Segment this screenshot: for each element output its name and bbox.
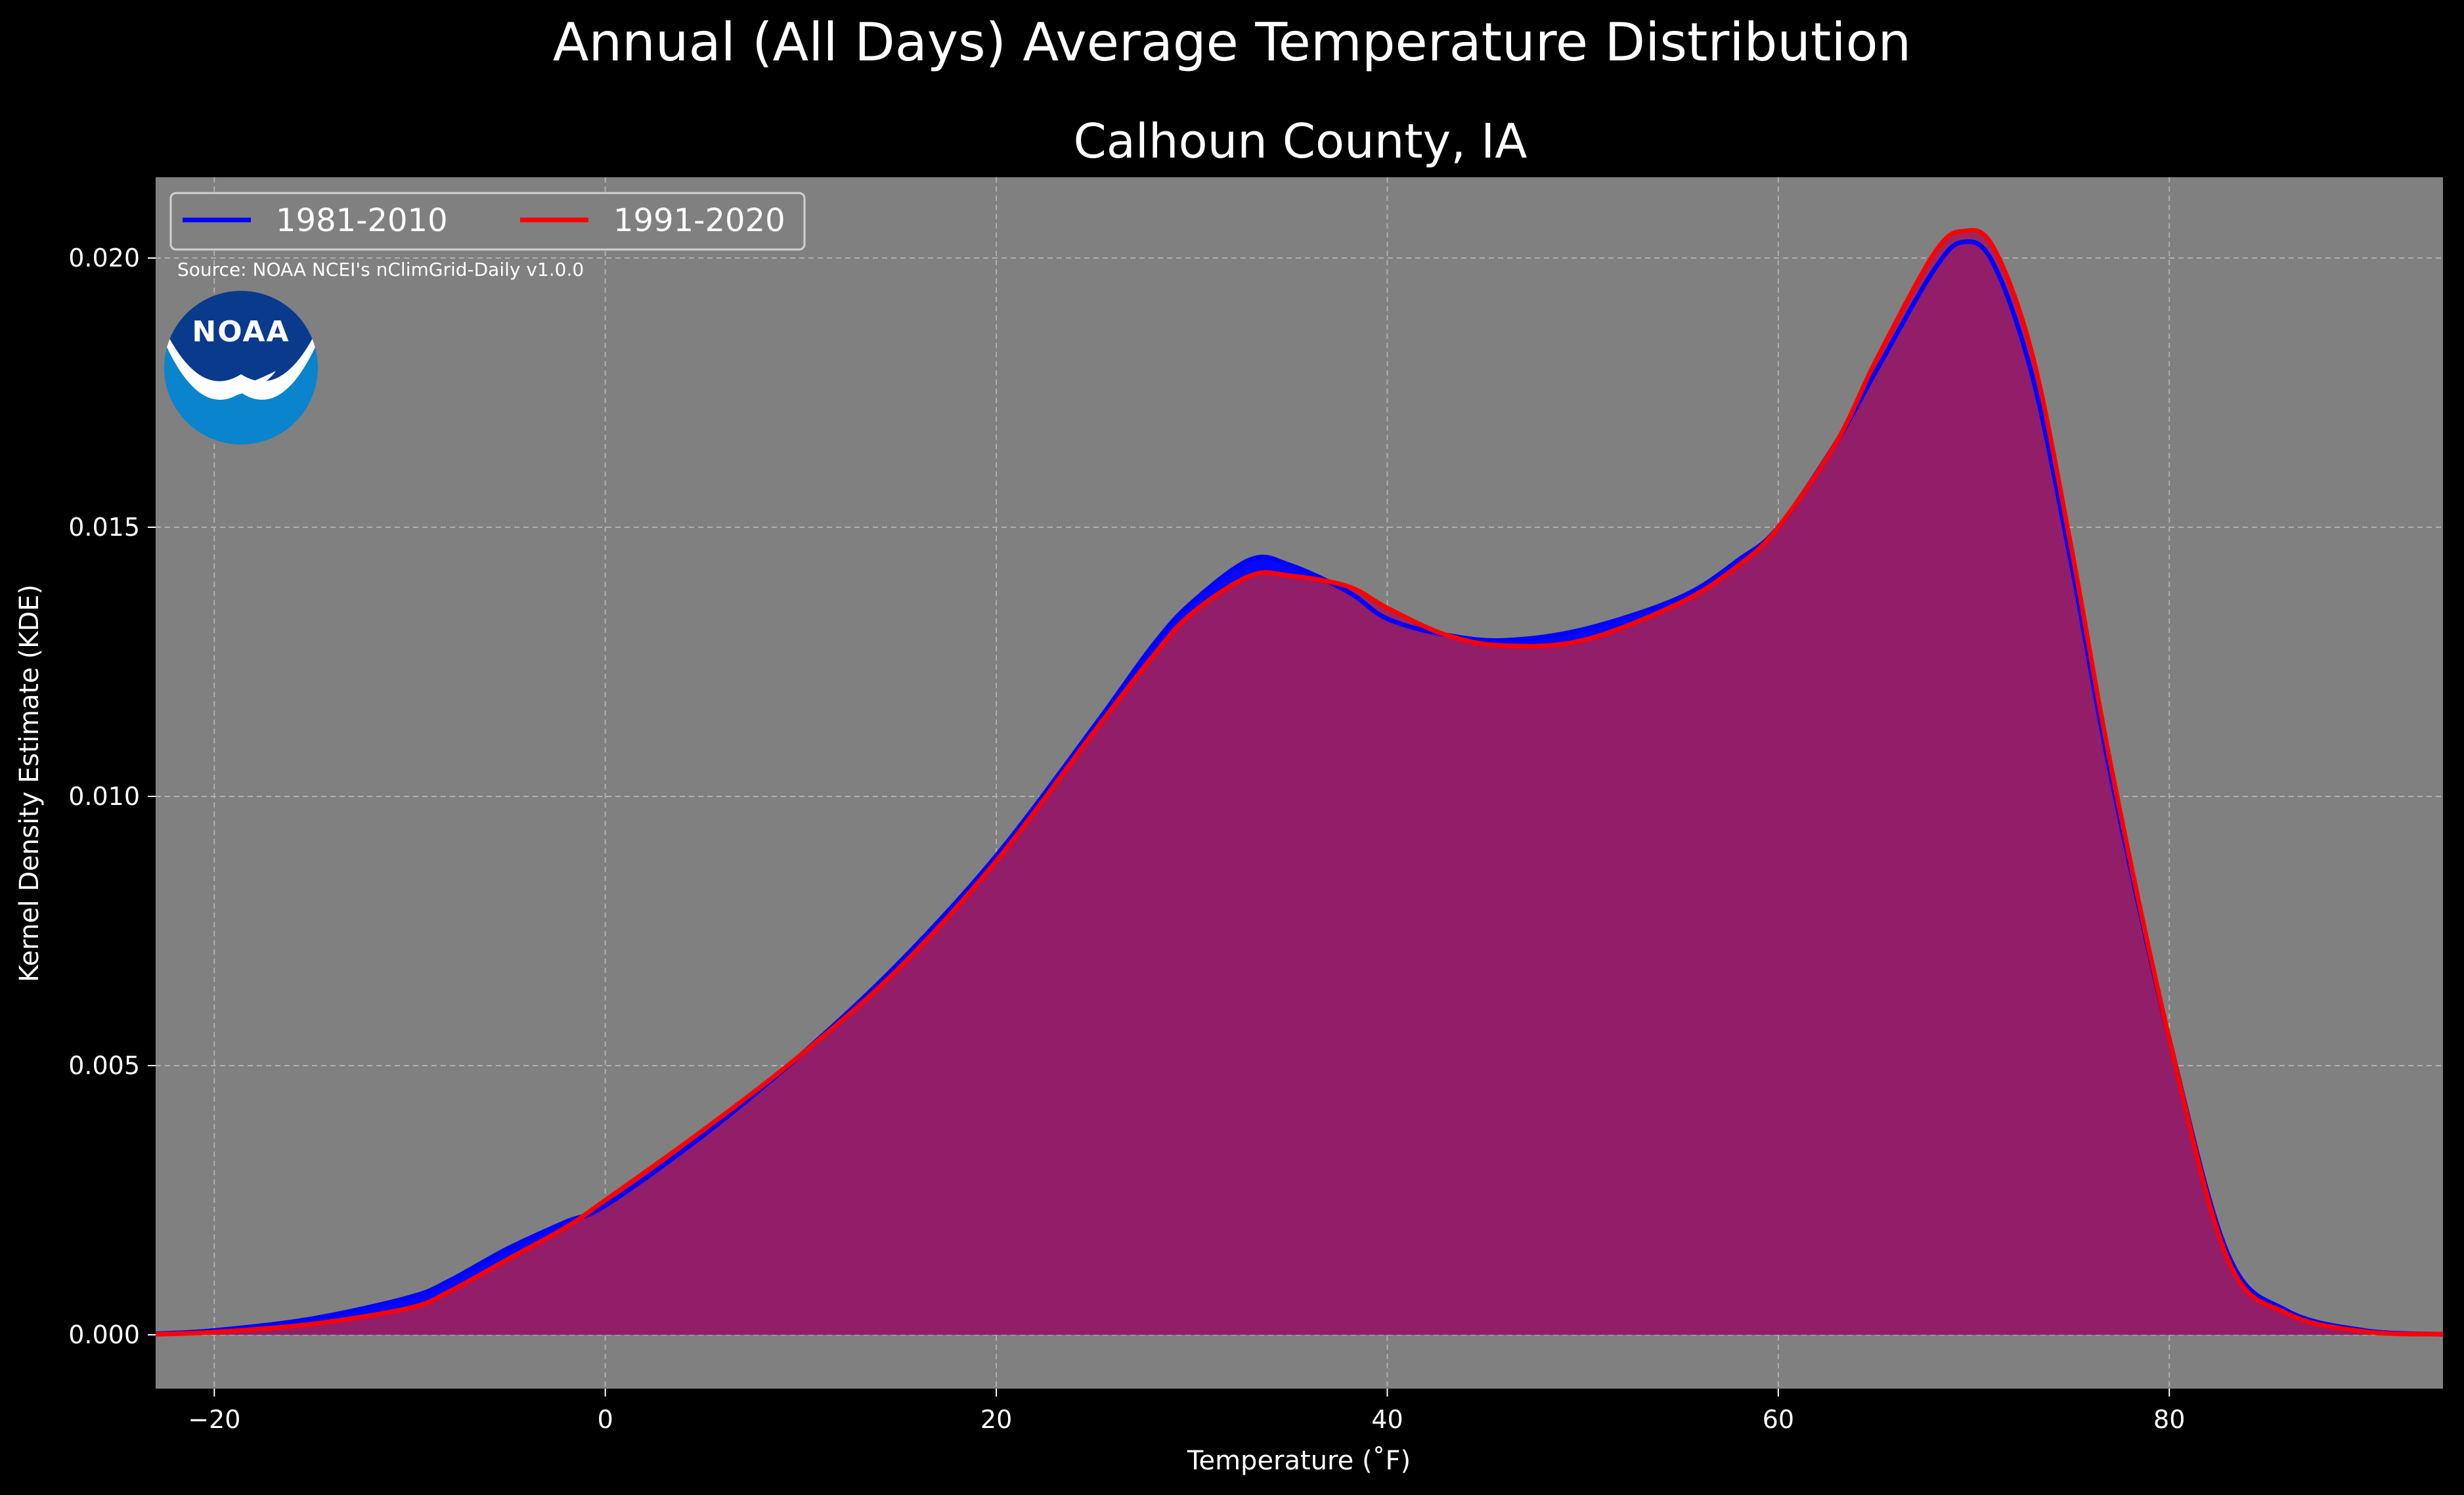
legend: 1981-2010 1991-2020: [169, 192, 806, 251]
legend-box: [169, 192, 806, 251]
x-tick-label: 0: [598, 1405, 613, 1434]
x-tick-label: −20: [188, 1405, 240, 1434]
legend-label-1991-2020: 1991-2020: [613, 202, 785, 239]
source-annotation: Source: NOAA NCEI's nClimGrid-Daily v1.0…: [177, 259, 584, 280]
area-1991-2020: [156, 230, 2443, 1335]
x-tick-label: 40: [1371, 1405, 1403, 1434]
chart-suptitle: Annual (All Days) Average Temperature Di…: [553, 12, 1911, 73]
y-axis-label: Kernel Density Estimate (KDE): [14, 584, 45, 982]
axis-ticks: −20 0 20 40 60 80 0.000 0.005 0.010 0.015 0.020: [68, 244, 2185, 1434]
noaa-logo: NOAA: [164, 291, 318, 444]
noaa-logo-text: NOAA: [192, 315, 290, 349]
x-tick-label: 60: [1763, 1405, 1794, 1434]
y-tick-label: 0.015: [68, 513, 140, 542]
x-tick-label: 20: [980, 1405, 1012, 1434]
x-tick-label: 80: [2153, 1405, 2185, 1434]
y-tick-label: 0.005: [68, 1051, 140, 1080]
legend-label-1981-2010: 1981-2010: [276, 202, 448, 239]
density-areas: [156, 230, 2443, 1335]
y-tick-label: 0.010: [68, 782, 140, 811]
density-lines: [155, 228, 2444, 1337]
chart-title: Calhoun County, IA: [1074, 114, 1528, 169]
y-tick-label: 0.000: [68, 1320, 140, 1349]
line-1991-2020: [155, 228, 2444, 1337]
x-axis-label: Temperature (˚F): [1187, 1446, 1411, 1476]
y-tick-label: 0.020: [68, 244, 140, 272]
